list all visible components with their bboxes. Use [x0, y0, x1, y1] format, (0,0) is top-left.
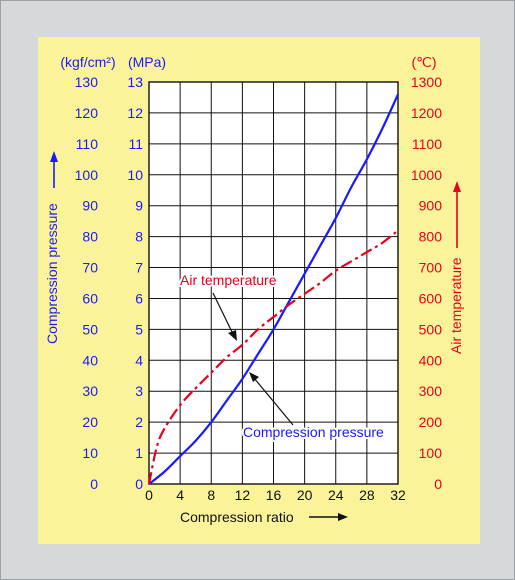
tick-label-temperature: 0 [434, 476, 442, 492]
tick-label-x: 4 [176, 487, 184, 503]
tick-label-temperature: 600 [419, 290, 443, 306]
tick-label-kgf: 120 [75, 105, 99, 121]
annotation-leader-line [253, 377, 294, 426]
annotation-leader-line [212, 292, 234, 335]
tick-label-kgf: 20 [82, 414, 98, 430]
tick-label-mpa: 9 [135, 198, 143, 214]
tick-label-temperature: 1000 [411, 167, 442, 183]
tick-label-mpa: 7 [135, 260, 143, 276]
tick-label-temperature: 400 [419, 352, 443, 368]
tick-label-x: 24 [328, 487, 344, 503]
tick-label-kgf: 110 [76, 136, 99, 152]
tick-label-mpa: 11 [128, 136, 143, 152]
tick-label-temperature: 1100 [412, 136, 442, 152]
tick-label-mpa: 6 [135, 290, 143, 306]
plot-series [147, 93, 400, 485]
tick-label-kgf: 60 [82, 290, 98, 306]
tick-label-temperature: 1200 [411, 105, 442, 121]
tick-label-temperature: 500 [419, 321, 443, 337]
left-axis-arrowhead [50, 151, 58, 162]
x-axis-arrowhead [338, 513, 348, 521]
tick-label-mpa: 13 [127, 74, 143, 90]
annotation-compression-pressure: Compression pressure [243, 424, 384, 440]
tick-label-kgf: 90 [82, 198, 98, 214]
plot-grid [148, 81, 399, 485]
tick-label-x: 0 [145, 487, 153, 503]
annotation-air-temperature: Air temperature [180, 272, 277, 288]
tick-label-kgf: 130 [75, 74, 99, 90]
tick-label-temperature: 300 [419, 383, 443, 399]
tick-label-kgf: 70 [82, 260, 98, 276]
tick-label-temperature: 700 [419, 260, 443, 276]
right-axis-label: Air temperature [448, 257, 464, 354]
tick-label-x: 28 [359, 487, 375, 503]
unit-label-mpa: (MPa) [128, 54, 166, 70]
tick-label-temperature: 1300 [411, 74, 442, 90]
tick-label-mpa: 10 [127, 167, 143, 183]
tick-label-mpa: 1 [135, 445, 143, 461]
tick-label-kgf: 10 [82, 445, 98, 461]
tick-label-temperature: 200 [419, 414, 443, 430]
annotation-leader-arrowhead [228, 330, 237, 341]
x-axis-label: Compression ratio [180, 509, 294, 525]
tick-label-temperature: 100 [419, 445, 443, 461]
tick-label-mpa: 12 [127, 105, 143, 121]
right-axis-arrowhead [453, 181, 461, 192]
tick-label-kgf: 30 [82, 383, 98, 399]
tick-label-temperature: 900 [419, 198, 443, 214]
tick-label-kgf: 80 [82, 229, 98, 245]
tick-label-temperature: 800 [419, 229, 443, 245]
tick-label-mpa: 4 [135, 352, 143, 368]
tick-label-kgf: 50 [82, 321, 98, 337]
tick-label-kgf: 40 [82, 352, 98, 368]
tick-label-mpa: 0 [135, 476, 143, 492]
tick-label-mpa: 2 [135, 414, 143, 430]
tick-label-x: 32 [390, 487, 406, 503]
tick-label-kgf: 100 [75, 167, 99, 183]
tick-label-x: 16 [266, 487, 282, 503]
series-line-compression-pressure [148, 93, 400, 485]
tick-label-x: 20 [297, 487, 313, 503]
tick-label-mpa: 5 [135, 321, 143, 337]
tick-label-x: 12 [235, 487, 251, 503]
annotation-leader-arrowhead [249, 372, 259, 382]
axis-labels: (kgf/cm²) (MPa) (℃) Compression ratio Compre… [44, 54, 464, 525]
tick-label-x: 8 [207, 487, 215, 503]
unit-label-celsius: (℃) [411, 54, 436, 70]
tick-label-mpa: 3 [135, 383, 143, 399]
tick-label-kgf: 0 [90, 476, 98, 492]
tick-label-mpa: 8 [135, 229, 143, 245]
left-axis-label: Compression pressure [44, 203, 60, 344]
unit-label-kgf: (kgf/cm²) [60, 54, 115, 70]
